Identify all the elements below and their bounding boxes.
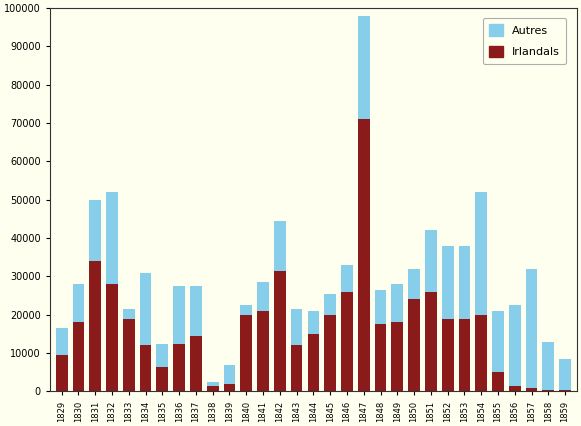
Bar	[106, 192, 118, 284]
Bar	[425, 292, 437, 391]
Bar	[241, 305, 252, 315]
Bar	[207, 386, 218, 391]
Bar	[392, 284, 403, 322]
Bar	[89, 261, 101, 391]
Bar	[307, 311, 320, 334]
Bar	[156, 343, 168, 366]
Bar	[207, 382, 218, 386]
Bar	[56, 328, 67, 355]
Bar	[73, 322, 84, 391]
Bar	[324, 294, 336, 315]
Bar	[173, 286, 185, 343]
Bar	[241, 315, 252, 391]
Bar	[492, 311, 504, 372]
Bar	[89, 200, 101, 261]
Bar	[408, 269, 420, 299]
Bar	[509, 305, 521, 386]
Bar	[375, 290, 386, 324]
Bar	[560, 359, 571, 389]
Bar	[358, 119, 370, 391]
Bar	[341, 292, 353, 391]
Bar	[458, 246, 470, 319]
Bar	[341, 265, 353, 292]
Bar	[307, 334, 320, 391]
Bar	[290, 345, 303, 391]
Bar	[123, 309, 135, 319]
Bar	[257, 311, 269, 391]
Bar	[139, 273, 152, 345]
Bar	[475, 315, 487, 391]
Bar	[106, 284, 118, 391]
Bar	[274, 221, 286, 271]
Bar	[392, 322, 403, 391]
Bar	[139, 345, 152, 391]
Bar	[73, 284, 84, 322]
Bar	[475, 192, 487, 315]
Bar	[543, 389, 554, 391]
Bar	[560, 389, 571, 391]
Bar	[442, 319, 454, 391]
Bar	[156, 366, 168, 391]
Bar	[123, 319, 135, 391]
Bar	[408, 299, 420, 391]
Bar	[274, 271, 286, 391]
Bar	[290, 309, 303, 345]
Bar	[492, 372, 504, 391]
Bar	[425, 230, 437, 292]
Bar	[458, 319, 470, 391]
Bar	[173, 343, 185, 391]
Legend: Autres, Irlandals: Autres, Irlandals	[483, 17, 566, 64]
Bar	[224, 365, 235, 384]
Bar	[257, 282, 269, 311]
Bar	[56, 355, 67, 391]
Bar	[190, 336, 202, 391]
Bar	[442, 246, 454, 319]
Bar	[543, 342, 554, 389]
Bar	[224, 384, 235, 391]
Bar	[375, 324, 386, 391]
Bar	[324, 315, 336, 391]
Bar	[526, 269, 537, 388]
Bar	[190, 286, 202, 336]
Bar	[358, 16, 370, 119]
Bar	[509, 386, 521, 391]
Bar	[526, 388, 537, 391]
